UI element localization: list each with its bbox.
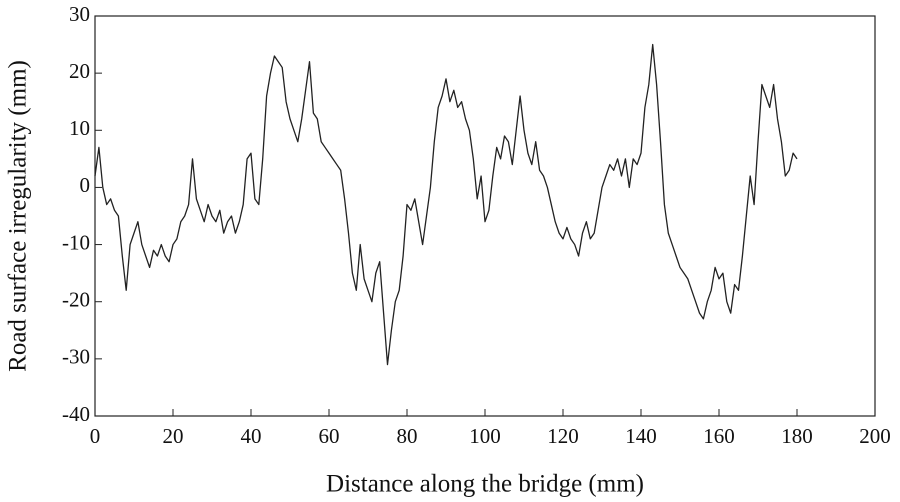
x-tick-label: 200 xyxy=(859,424,891,448)
x-tick-label: 20 xyxy=(163,424,184,448)
x-tick-label: 120 xyxy=(547,424,579,448)
y-tick-label: -40 xyxy=(62,402,90,426)
x-tick-label: 180 xyxy=(781,424,813,448)
x-tick-label: 100 xyxy=(469,424,501,448)
x-tick-label: 160 xyxy=(703,424,735,448)
y-axis-label: Road surface irregularity (mm) xyxy=(5,60,32,372)
x-tick-label: 60 xyxy=(319,424,340,448)
y-tick-label: 10 xyxy=(69,116,90,140)
y-tick-label: -10 xyxy=(62,230,90,254)
x-axis-label: Distance along the bridge (mm) xyxy=(326,471,644,498)
x-tick-label: 140 xyxy=(625,424,657,448)
y-tick-label: 30 xyxy=(69,2,90,26)
y-tick-label: -20 xyxy=(62,288,90,312)
x-tick-label: 80 xyxy=(397,424,418,448)
y-tick-label: -30 xyxy=(62,345,90,369)
x-tick-label: 40 xyxy=(241,424,262,448)
data-line xyxy=(94,43,798,366)
y-tick-label: 20 xyxy=(69,59,90,83)
x-tick-label: 0 xyxy=(90,424,101,448)
y-tick-label: 0 xyxy=(80,173,91,197)
